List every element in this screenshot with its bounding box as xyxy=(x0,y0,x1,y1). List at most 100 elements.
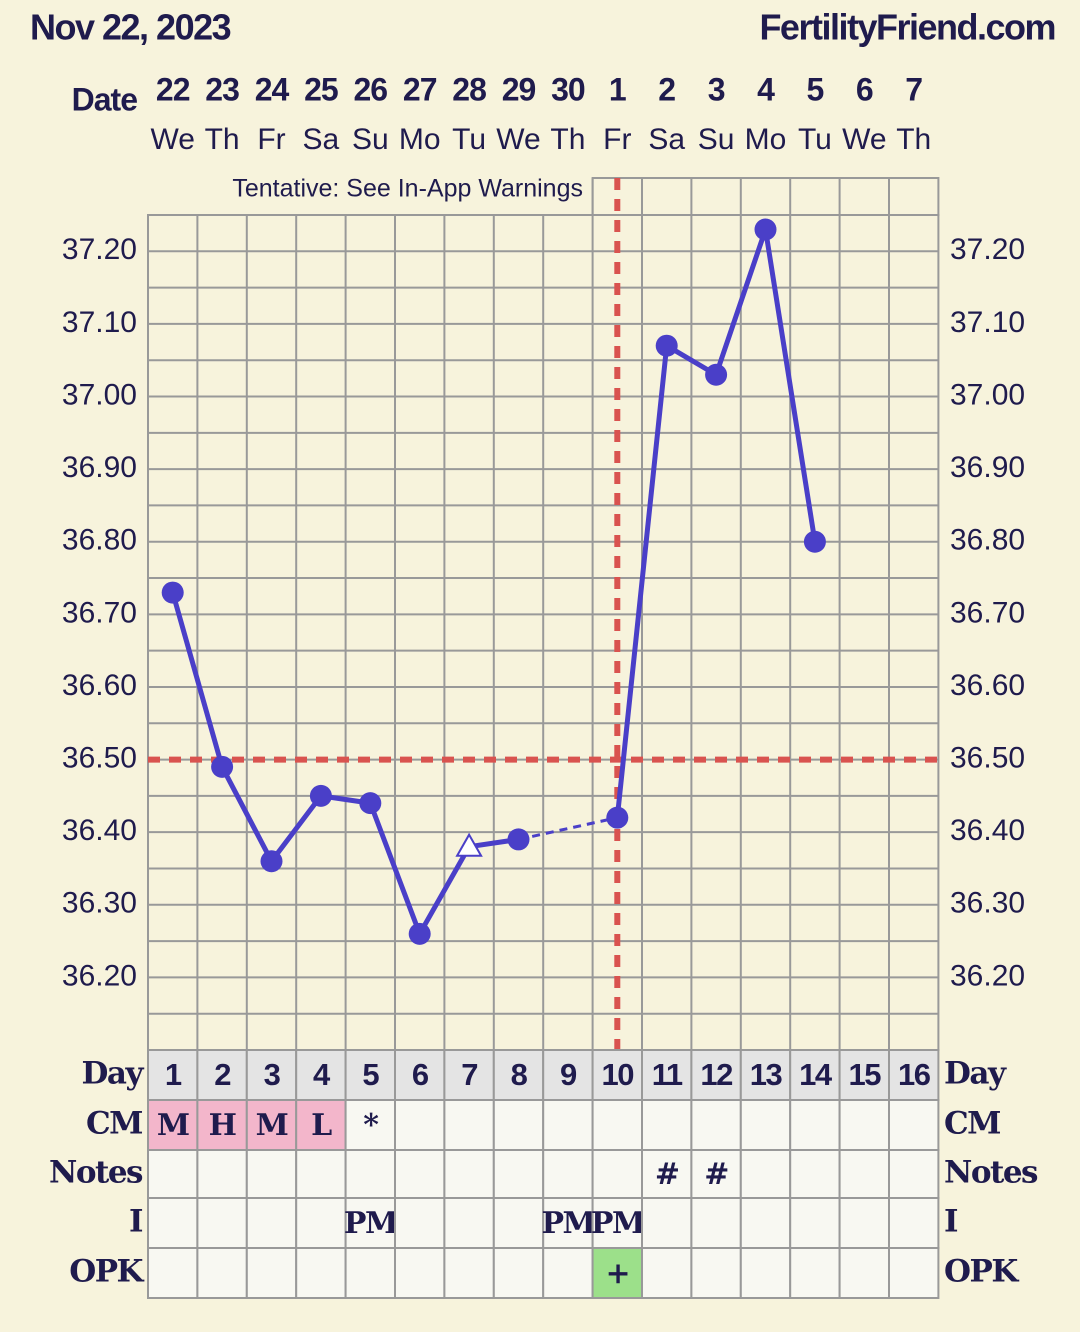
y-tick-label-right: 36.40 xyxy=(950,814,1025,847)
date-label: 27 xyxy=(403,71,437,107)
point xyxy=(754,218,777,241)
cell-text: 3 xyxy=(264,1057,281,1092)
y-tick-label: 36.80 xyxy=(62,524,137,557)
table-cell xyxy=(739,1149,792,1199)
y-tick-label-right: 36.80 xyxy=(950,524,1025,557)
row-label-right: Day xyxy=(944,1056,1007,1092)
weekday-label: We xyxy=(496,123,540,156)
table-cell xyxy=(295,1247,347,1299)
table-cell xyxy=(888,1197,940,1249)
table-cell xyxy=(295,1149,347,1199)
table-cell xyxy=(591,1149,643,1199)
cell-text: PM xyxy=(542,1206,595,1241)
row-label: Notes xyxy=(49,1155,143,1191)
row-label: I xyxy=(129,1204,143,1240)
table-cell xyxy=(789,1149,841,1199)
table-cell xyxy=(690,1099,742,1151)
table-cell xyxy=(542,1247,594,1299)
point xyxy=(507,828,530,851)
date-label: 4 xyxy=(757,71,775,107)
cell-text: 12 xyxy=(700,1057,732,1092)
y-tick-label-right: 37.10 xyxy=(950,306,1025,339)
date-label: 30 xyxy=(551,71,585,107)
table-cell xyxy=(492,1247,545,1299)
table-cell xyxy=(888,1247,940,1299)
date-label: 5 xyxy=(807,71,824,107)
table-cell xyxy=(789,1099,841,1151)
cell-text: H xyxy=(209,1108,236,1143)
table-cell xyxy=(295,1099,347,1151)
cell-text: 4 xyxy=(313,1057,331,1092)
weekday-label: Fr xyxy=(257,123,285,156)
table-cell xyxy=(196,1149,248,1199)
cell-text: 14 xyxy=(799,1057,833,1092)
y-tick-label-right: 36.30 xyxy=(950,887,1025,920)
cell-text: M xyxy=(256,1108,288,1143)
table-cell xyxy=(542,1049,594,1101)
table-cell xyxy=(147,1149,199,1199)
y-tick-label: 36.20 xyxy=(62,959,137,992)
table-cell xyxy=(789,1197,841,1249)
y-tick-label: 37.00 xyxy=(62,378,137,411)
table-cell xyxy=(196,1247,248,1299)
row-label: Date xyxy=(72,81,138,117)
table-cell xyxy=(641,1197,693,1249)
date-label: 7 xyxy=(905,71,922,107)
table-cell xyxy=(443,1197,495,1249)
y-tick-label-right: 37.00 xyxy=(950,378,1025,411)
weekday-label: Su xyxy=(698,123,735,156)
table-cell xyxy=(344,1149,397,1199)
cell-text: 1 xyxy=(165,1057,182,1092)
temperature-line xyxy=(170,591,519,937)
date-label: 25 xyxy=(304,71,338,107)
table-cell xyxy=(888,1049,940,1101)
table-cell xyxy=(838,1049,890,1101)
y-tick-label-right: 36.20 xyxy=(950,959,1025,992)
table-cell xyxy=(690,1247,742,1299)
y-tick-label: 37.20 xyxy=(62,233,137,266)
table-cell xyxy=(739,1049,792,1101)
cell-text: * xyxy=(363,1108,379,1143)
cell-text: 7 xyxy=(461,1057,477,1092)
table-cell xyxy=(641,1049,693,1101)
row-label: CM xyxy=(86,1106,142,1142)
date-label: 29 xyxy=(502,71,536,107)
table-cell xyxy=(542,1197,594,1249)
weekday-label: We xyxy=(150,123,194,156)
table-cell xyxy=(739,1099,792,1151)
y-tick-label: 36.60 xyxy=(62,669,137,702)
row-label-right: CM xyxy=(944,1106,1000,1142)
cell-text: PM xyxy=(344,1206,397,1241)
cell-text: 11 xyxy=(652,1057,683,1092)
y-tick-label-right: 36.70 xyxy=(950,596,1025,629)
annotation: Tentative: See In-App Warnings xyxy=(232,175,583,203)
weekday-label: Mo xyxy=(745,123,787,156)
table-cell xyxy=(245,1099,298,1151)
y-tick-label-right: 37.20 xyxy=(950,233,1025,266)
table-cell xyxy=(888,1149,940,1199)
plot-area-extension xyxy=(591,177,940,216)
table-cell xyxy=(492,1149,545,1199)
gap-connector xyxy=(518,816,618,841)
point xyxy=(705,363,728,386)
date-label: 1 xyxy=(609,71,626,107)
cell-text: 5 xyxy=(362,1057,379,1092)
cell-text: # xyxy=(704,1157,728,1192)
date-label: 28 xyxy=(452,71,486,107)
weekday-label: Su xyxy=(352,123,389,156)
cell-text: 10 xyxy=(602,1057,634,1092)
table-cell xyxy=(838,1099,890,1151)
row-label-right: Notes xyxy=(944,1155,1038,1191)
date-label: 22 xyxy=(156,71,190,107)
cell-text: + xyxy=(605,1256,629,1291)
point xyxy=(260,850,283,873)
y-tick-label-right: 36.60 xyxy=(950,669,1025,702)
table-cell xyxy=(394,1247,446,1299)
table-cell xyxy=(394,1099,446,1151)
cell-text: M xyxy=(157,1108,189,1143)
point-triangle xyxy=(455,832,483,857)
cell-text: 6 xyxy=(412,1057,429,1092)
cell-text: 8 xyxy=(511,1057,528,1092)
y-tick-label-right: 36.50 xyxy=(950,741,1025,774)
